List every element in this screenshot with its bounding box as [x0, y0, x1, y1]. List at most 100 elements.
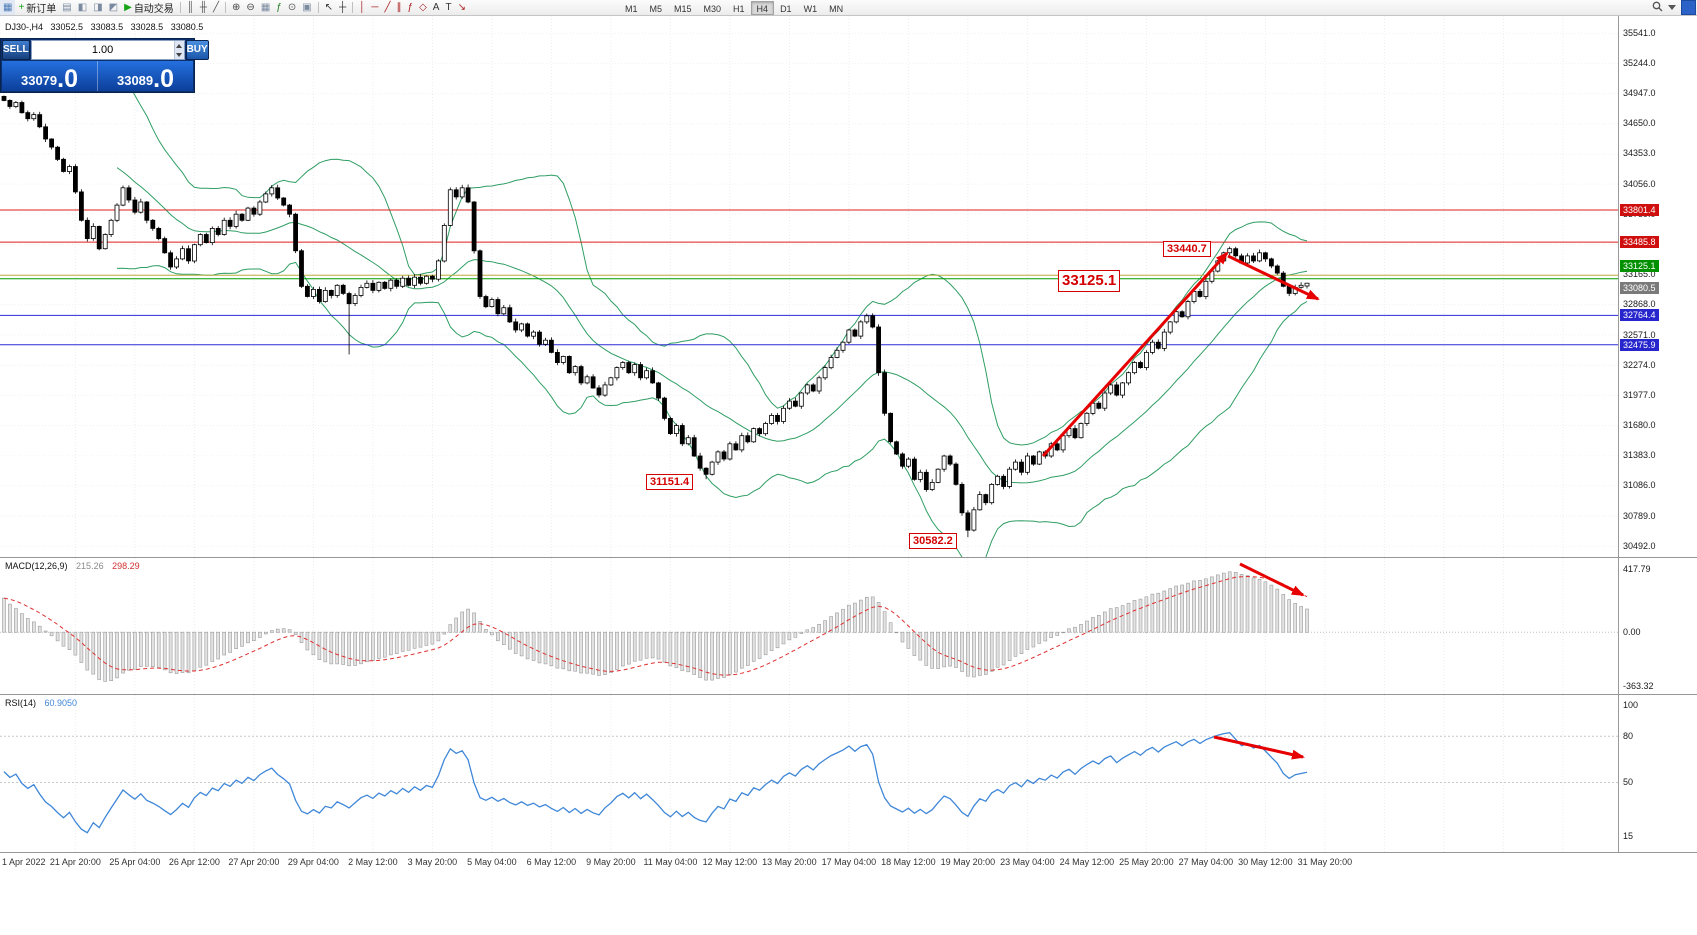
rsi-line [3, 732, 1308, 834]
bar-chart-button[interactable]: ║ [184, 0, 197, 15]
crosshair-icon: ┼ [339, 1, 347, 13]
navigator-icon: ◩ [108, 1, 119, 13]
buy-button[interactable]: BUY [185, 40, 209, 60]
macd-signal-value: 298.29 [112, 561, 140, 571]
macd-axis: 417.79 0.00 -363.32 [1618, 558, 1697, 694]
price-line-tag: 33485.8 [1620, 236, 1659, 249]
text-button[interactable]: A [430, 0, 443, 15]
sell-price[interactable]: 33079 .0 [2, 61, 98, 92]
vertical-line-icon: │ [359, 1, 366, 13]
trendline-icon: ╱ [384, 1, 391, 13]
horizontal-line-button[interactable]: ─ [368, 0, 381, 15]
current-price-tag: 33080.5 [1620, 282, 1659, 295]
annotations-layer: 33440.7 33125.1 31151.4 30582.2 [0, 16, 1618, 557]
main-chart-panel: DJ30-,H4 33052.5 33083.5 33028.5 33080.5… [0, 16, 1697, 557]
timeframe-button-m15[interactable]: M15 [674, 3, 692, 14]
time-axis-label: 30 May 12:00 [1238, 857, 1293, 867]
trade-prices-row: 33079 .0 33089 .0 [2, 61, 193, 92]
candles [1, 95, 1310, 538]
price-axis-label: 31680.0 [1623, 420, 1656, 431]
price-annotation[interactable]: 30582.2 [909, 533, 957, 550]
ohlc-high: 33083.5 [90, 22, 124, 32]
macd-plot[interactable] [0, 558, 1618, 694]
price-annotation[interactable]: 31151.4 [646, 474, 694, 491]
timeframe-button-d1[interactable]: D1 [780, 3, 792, 14]
time-axis-label: 31 May 20:00 [1297, 857, 1353, 867]
channel-button[interactable]: ∥ [394, 0, 405, 15]
label-button[interactable]: T [442, 0, 454, 15]
toolbar-separator [317, 2, 319, 13]
trend-arrow[interactable] [1239, 562, 1305, 597]
indicators-button[interactable]: ƒ [273, 0, 285, 15]
candlestick-chart[interactable] [0, 16, 1618, 557]
time-axis-label: 6 May 12:00 [526, 857, 577, 867]
toolbar-right [1652, 0, 1697, 15]
sell-button[interactable]: SELL [2, 40, 30, 60]
data-window-button[interactable]: ◨ [90, 0, 105, 15]
periods-icon: ⊙ [287, 1, 297, 13]
new-chart-button[interactable]: ▦ [0, 0, 16, 15]
price-annotation[interactable]: 33125.1 [1058, 270, 1121, 292]
volume-input[interactable] [31, 41, 174, 59]
shapes-button[interactable]: ◇ [416, 0, 430, 15]
timeframe-button-m30[interactable]: M30 [703, 3, 722, 14]
line-chart-icon: ╱ [213, 1, 220, 13]
volume-spinner [173, 41, 184, 59]
buy-price[interactable]: 33089 .0 [98, 61, 193, 92]
toolbar-separator [352, 2, 354, 13]
time-axis-label: 26 Apr 12:00 [168, 857, 220, 867]
buy-price-main: 33089 [116, 73, 154, 88]
volume-increase-button[interactable] [174, 41, 184, 50]
volume-decrease-button[interactable] [174, 50, 184, 59]
ohlc-open: 33052.5 [50, 22, 84, 32]
main-grid [0, 16, 1618, 557]
tile-windows-button[interactable]: ▦ [258, 0, 273, 15]
cursor-button[interactable]: ↖ [322, 0, 336, 15]
price-line-tag: 32475.9 [1620, 338, 1659, 351]
timeframe-button-h1[interactable]: H1 [733, 3, 745, 14]
new-order-button[interactable]: + 新订单 [15, 0, 59, 15]
line-chart-button[interactable]: ╱ [210, 0, 222, 15]
periods-button[interactable]: ⊙ [285, 0, 299, 15]
macd-main-value: 215.26 [76, 561, 104, 571]
price-annotation[interactable]: 33440.7 [1163, 241, 1211, 258]
rsi-plot[interactable] [0, 695, 1618, 852]
chart-symbol: DJ30-,H4 [5, 22, 44, 32]
trend-arrow[interactable] [1041, 251, 1229, 458]
macd-signal-line [3, 575, 1308, 676]
price-axis-label: 34056.0 [1623, 178, 1656, 189]
autotrading-button[interactable]: ▶ 自动交易 [121, 0, 177, 15]
chart-profiles-button[interactable]: ▤ [59, 0, 74, 15]
time-axis-label: 11 May 04:00 [643, 857, 698, 867]
zoom-in-button[interactable]: ⊕ [229, 0, 243, 15]
search-icon[interactable] [1652, 1, 1663, 15]
dropdown-caret-icon[interactable] [1668, 5, 1676, 10]
vertical-line-button[interactable]: │ [356, 0, 368, 15]
arrows-button[interactable]: ↘ [455, 0, 469, 15]
time-axis-label: 25 Apr 04:00 [109, 857, 161, 867]
timeframe-button-h4[interactable]: H4 [750, 0, 775, 15]
candlestick-chart-button[interactable]: ╫ [197, 0, 210, 15]
cursor-icon: ↖ [324, 1, 334, 13]
navigator-button[interactable]: ◩ [106, 0, 121, 15]
rsi-axis-label: 50 [1623, 776, 1634, 787]
rsi-axis: 100 80 50 15 [1618, 695, 1697, 852]
timeframe-button-m1[interactable]: M1 [624, 3, 638, 14]
timeframe-button-w1[interactable]: W1 [803, 3, 818, 14]
bollinger-bands [116, 66, 1308, 557]
templates-button[interactable]: ▣ [299, 0, 314, 15]
price-axis-label: 31977.0 [1623, 389, 1656, 400]
fibonacci-button[interactable]: ƒ [405, 0, 417, 15]
candlestick-chart-icon: ╫ [199, 1, 207, 13]
trend-arrow[interactable] [1213, 735, 1305, 760]
autotrading-icon: ▶ [124, 1, 132, 13]
horizontal-lines[interactable] [0, 209, 1618, 346]
zoom-out-icon: ⊖ [246, 1, 255, 13]
trendline-button[interactable]: ╱ [382, 0, 394, 15]
zoom-out-button[interactable]: ⊖ [243, 0, 257, 15]
timeframe-button-mn[interactable]: MN [829, 3, 844, 14]
market-watch-button[interactable]: ◧ [75, 0, 90, 15]
crosshair-button[interactable]: ┼ [336, 0, 349, 15]
trend-arrow[interactable] [1227, 254, 1320, 301]
timeframe-button-m5[interactable]: M5 [649, 3, 662, 14]
